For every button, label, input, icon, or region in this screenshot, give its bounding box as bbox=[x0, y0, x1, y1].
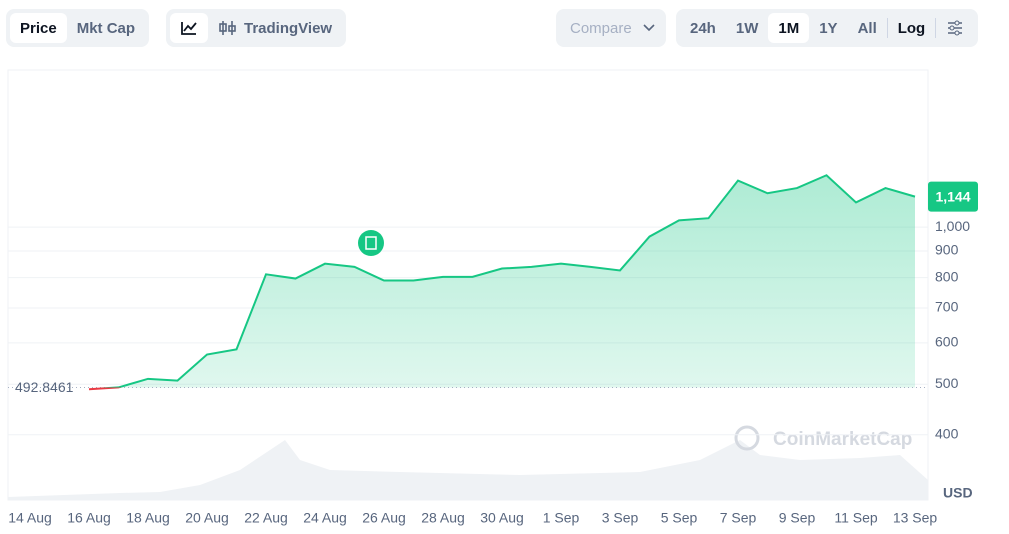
plot-frame bbox=[7, 69, 929, 501]
tab[interactable]: 1W bbox=[735, 19, 759, 37]
x-tick-label: 28 Aug bbox=[421, 510, 465, 526]
divider bbox=[886, 18, 888, 38]
metric-tabs: Price Mkt Cap bbox=[6, 9, 150, 47]
x-tick-label: 7 Sep bbox=[720, 510, 757, 526]
icon bbox=[219, 21, 236, 35]
compare[interactable]: Compare bbox=[556, 9, 666, 47]
compare-label: Compare bbox=[570, 19, 632, 37]
watermark-logo bbox=[734, 425, 760, 451]
y-tick-label: 700 bbox=[935, 299, 959, 315]
tab[interactable]: TradingView bbox=[208, 13, 342, 43]
icon bbox=[948, 20, 963, 36]
y-unit: USD bbox=[943, 485, 973, 501]
x-tick-label: 14 Aug bbox=[8, 510, 52, 526]
divider bbox=[935, 18, 937, 38]
x-tick-label: 22 Aug bbox=[244, 510, 288, 526]
price-badge-label: 1,144 bbox=[935, 188, 970, 204]
x-tick-label: 5 Sep bbox=[661, 510, 698, 526]
view-tabs: TradingView bbox=[166, 9, 347, 47]
event-icon bbox=[365, 236, 377, 250]
settings[interactable] bbox=[936, 13, 974, 43]
chevron bbox=[643, 24, 655, 32]
x-tick-label: 24 Aug bbox=[303, 510, 347, 526]
tab[interactable]: Price bbox=[10, 13, 67, 43]
icon bbox=[181, 22, 197, 35]
x-tick-label: 16 Aug bbox=[67, 510, 111, 526]
area-fill bbox=[117, 175, 915, 388]
tab[interactable]: 1M bbox=[768, 13, 810, 43]
price-line bbox=[101, 174, 916, 388]
y-tick-label: 800 bbox=[935, 268, 959, 284]
y-tick-label: 500 bbox=[935, 375, 959, 391]
x-tick-label: 3 Sep bbox=[602, 510, 639, 526]
range-tabs: 24h 1W 1M 1Y All Log bbox=[676, 9, 979, 47]
x-tick-label: 13 Sep bbox=[893, 510, 938, 526]
volume-area bbox=[8, 440, 928, 500]
tab[interactable]: 24h bbox=[690, 19, 716, 37]
tab[interactable]: All bbox=[857, 19, 877, 37]
x-tick-label: 18 Aug bbox=[126, 510, 170, 526]
tab[interactable]: Log bbox=[897, 19, 926, 37]
x-tick-label: 1 Sep bbox=[543, 510, 580, 526]
price-line-below bbox=[88, 387, 122, 391]
line-view[interactable] bbox=[170, 13, 208, 43]
x-tick-label: 20 Aug bbox=[185, 510, 229, 526]
x-tick-label: 30 Aug bbox=[480, 510, 524, 526]
watermark: CoinMarketCap bbox=[773, 429, 912, 450]
price-badge bbox=[928, 181, 978, 212]
x-tick-label: 26 Aug bbox=[362, 510, 406, 526]
event-marker bbox=[358, 230, 384, 256]
label: TradingView bbox=[244, 19, 333, 37]
y-tick-label: 900 bbox=[935, 242, 959, 258]
tab[interactable]: Mkt Cap bbox=[76, 19, 136, 37]
x-tick-label: 9 Sep bbox=[779, 510, 816, 526]
x-tick-label: 11 Sep bbox=[834, 510, 878, 526]
y-tick-label: 1,000 bbox=[935, 218, 970, 234]
y-tick-label: 400 bbox=[935, 425, 959, 441]
tab[interactable]: 1Y bbox=[819, 19, 838, 37]
y-tick-label: 600 bbox=[935, 334, 959, 350]
baseline-label: 492.8461 bbox=[15, 379, 74, 395]
